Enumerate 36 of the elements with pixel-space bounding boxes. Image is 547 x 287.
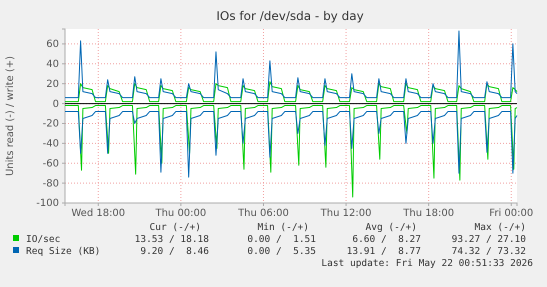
y-tick-label: -20 (42, 118, 59, 130)
y-tick-label: 20 (46, 78, 59, 90)
y-tick-label: 0 (52, 98, 59, 110)
text: 0.00 / 5.35 (247, 246, 316, 257)
x-tick-label: Fri 00:00 (489, 208, 534, 220)
text: 6.60 / 8.27 (352, 234, 421, 245)
text: Min (-/+) (258, 222, 309, 233)
x-tick-label: Thu 18:00 (402, 208, 454, 220)
text: Last update: Fri May 22 00:51:33 2026 (321, 258, 534, 269)
legend-label: IO/sec (26, 234, 60, 245)
text: Cur (-/+) (150, 222, 201, 233)
y-tick-label: -40 (42, 138, 59, 150)
text: 0.00 / 1.51 (247, 234, 316, 245)
text: 93.27 / 27.10 (452, 234, 526, 245)
x-tick-label: Wed 18:00 (71, 208, 126, 220)
y-tick-label: -60 (42, 158, 59, 170)
text: 74.32 / 73.32 (452, 246, 526, 257)
text: Avg (-/+) (366, 222, 417, 233)
x-tick-label: Thu 06:00 (237, 208, 289, 220)
legend-label: Req Size (KB) (26, 246, 100, 257)
x-tick-label: Thu 00:00 (154, 208, 206, 220)
y-tick-label: -80 (42, 178, 59, 190)
line-series (64, 30, 518, 98)
y-tick-label: 40 (46, 59, 59, 70)
y-axis-title: Units read (-) / write (+) (5, 56, 16, 176)
line-series (64, 105, 518, 198)
y-tick-label: -100 (36, 198, 59, 210)
text: Max (-/+) (474, 222, 526, 233)
line-series (64, 111, 518, 178)
text: 13.91 / 8.77 (346, 246, 421, 257)
x-tick-label: Thu 12:00 (320, 208, 372, 220)
line-series (64, 81, 518, 102)
chart-title: IOs for /dev/sda - by day (216, 9, 364, 23)
y-tick-label: 60 (46, 39, 59, 50)
text: 9.20 / 8.46 (140, 246, 210, 257)
text: 13.53 / 18.18 (134, 234, 210, 245)
